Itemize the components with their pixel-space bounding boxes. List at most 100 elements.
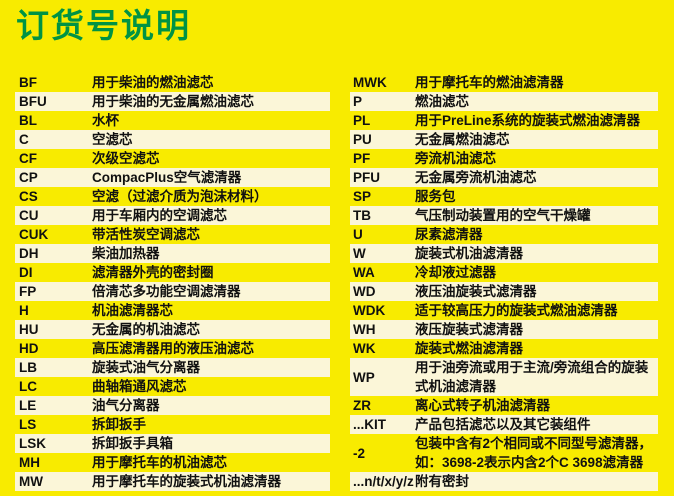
table-row: W 旋装式机油滤清器: [350, 244, 658, 263]
row-description: 液压旋装式滤清器: [415, 322, 523, 337]
row-description: 用于摩托车的机油滤芯: [92, 455, 227, 470]
table-row: BL 水杯: [15, 111, 330, 130]
table-row: HU 无金属的机油滤芯: [15, 320, 330, 339]
table-row: HD 高压滤清器用的液压油滤芯: [15, 339, 330, 358]
table-row: CU 用于车厢内的空调滤芯: [15, 206, 330, 225]
table-row: ...n/t/x/y/z 附有密封: [350, 472, 658, 491]
row-code: H: [19, 303, 29, 318]
table-row: SP 服务包: [350, 187, 658, 206]
row-description: 旁流机油滤芯: [415, 151, 496, 166]
row-description: 适于较高压力的旋装式燃油滤清器: [415, 303, 618, 318]
table-row: BFU 用于柴油的无金属燃油滤芯: [15, 92, 330, 111]
row-code: LB: [19, 360, 37, 375]
row-code: TB: [353, 208, 371, 223]
row-code: HD: [19, 341, 39, 356]
table-row: LE 油气分离器: [15, 396, 330, 415]
row-description: 机油滤清器芯: [92, 303, 173, 318]
row-code: WD: [353, 284, 376, 299]
row-code: LC: [19, 379, 37, 394]
row-description: 用于PreLine系统的旋装式燃油滤清器: [415, 113, 641, 128]
row-description: 无金属旁流机油滤芯: [415, 170, 537, 185]
row-code: SP: [353, 189, 372, 204]
table-row: -2 包装中含有2个相同或不同型号滤清器，如：3698-2表示内含2个C 3698…: [350, 434, 658, 472]
row-code: -2: [353, 445, 366, 461]
row-description: 用于柴油的无金属燃油滤芯: [92, 94, 254, 109]
row-description: 冷却液过滤器: [415, 265, 496, 280]
row-description: 曲轴箱通风滤芯: [92, 379, 187, 394]
table-row: LS 拆卸扳手: [15, 415, 330, 434]
table-row: WD 液压油旋装式滤清器: [350, 282, 658, 301]
table-row: ZR 离心式转子机油滤清器: [350, 396, 658, 415]
row-description: 旋装式燃油滤清器: [415, 341, 523, 356]
row-description: 包装中含有2个相同或不同型号滤清器，如：3698-2表示内含2个C 3698滤清…: [415, 436, 653, 470]
table-row: DI 滤清器外壳的密封圈: [15, 263, 330, 282]
table-row: LB 旋装式油气分离器: [15, 358, 330, 377]
row-code: LSK: [19, 436, 46, 451]
legend-column-left: BF 用于柴油的燃油滤芯 BFU 用于柴油的无金属燃油滤芯 BL 水杯 C 空滤芯 CF 次级空滤…: [15, 73, 330, 491]
table-row: LSK 拆卸扳手具箱: [15, 434, 330, 453]
row-description: 高压滤清器用的液压油滤芯: [92, 341, 254, 356]
row-code: HU: [19, 322, 39, 337]
row-description: 用于摩托车的燃油滤清器: [415, 75, 564, 90]
row-description: 柴油加热器: [92, 246, 160, 261]
row-code: FP: [19, 284, 37, 299]
row-code: DH: [19, 246, 39, 261]
row-description: 用于摩托车的旋装式机油滤清器: [92, 474, 281, 489]
table-row: TB 气压制动装置用的空气干燥罐: [350, 206, 658, 225]
row-description: 产品包括滤芯以及其它装组件: [415, 417, 591, 432]
row-description: 燃油滤芯: [415, 94, 469, 109]
table-row: WK 旋装式燃油滤清器: [350, 339, 658, 358]
table-row: U 尿素滤清器: [350, 225, 658, 244]
row-code: WDK: [353, 303, 386, 318]
table-row: PU 无金属燃油滤芯: [350, 130, 658, 149]
row-description: 无金属燃油滤芯: [415, 132, 510, 147]
row-code: PF: [353, 151, 371, 166]
table-row: LC 曲轴箱通风滤芯: [15, 377, 330, 396]
table-row: WH 液压旋装式滤清器: [350, 320, 658, 339]
row-description: 次级空滤芯: [92, 151, 160, 166]
table-row: CF 次级空滤芯: [15, 149, 330, 168]
row-description: 带活性炭空调滤芯: [92, 227, 200, 242]
row-code: W: [353, 246, 366, 261]
row-code: LS: [19, 417, 37, 432]
row-description: 无金属的机油滤芯: [92, 322, 200, 337]
legend-column-right: MWK 用于摩托车的燃油滤清器 P 燃油滤芯 PL 用于PreLine系统的旋装式燃油滤清…: [350, 73, 658, 491]
row-code: DI: [19, 265, 33, 280]
row-code: C: [19, 132, 29, 147]
row-code: BL: [19, 113, 37, 128]
table-row: FP 倍清芯多功能空调滤清器: [15, 282, 330, 301]
row-description: 旋装式机油滤清器: [415, 246, 523, 261]
row-description: 水杯: [92, 113, 119, 128]
row-description: 拆卸扳手具箱: [92, 436, 173, 451]
row-code: ...KIT: [353, 417, 386, 432]
table-row: CS 空滤（过滤介质为泡沫材料）: [15, 187, 330, 206]
row-code: PL: [353, 113, 371, 128]
table-row: ...KIT 产品包括滤芯以及其它装组件: [350, 415, 658, 434]
row-description: 拆卸扳手: [92, 417, 146, 432]
row-description: 滤清器外壳的密封圈: [92, 265, 214, 280]
row-code: LE: [19, 398, 37, 413]
row-code: MH: [19, 455, 40, 470]
row-description: 倍清芯多功能空调滤清器: [92, 284, 241, 299]
row-code: WP: [353, 369, 375, 385]
row-description: 油气分离器: [92, 398, 160, 413]
row-description: 尿素滤清器: [415, 227, 483, 242]
row-code: BF: [19, 75, 37, 90]
table-row: MW 用于摩托车的旋装式机油滤清器: [15, 472, 330, 491]
row-description: CompacPlus空气滤清器: [92, 170, 242, 185]
row-description: 附有密封: [415, 474, 469, 489]
row-code: PU: [353, 132, 372, 147]
table-row: PL 用于PreLine系统的旋装式燃油滤清器: [350, 111, 658, 130]
row-code: ZR: [353, 398, 371, 413]
row-code: CS: [19, 189, 38, 204]
row-code: MW: [19, 474, 43, 489]
row-description: 用于油旁流或用于主流/旁流组合的旋装式机油滤清器: [415, 360, 649, 394]
row-code: CF: [19, 151, 37, 166]
row-description: 液压油旋装式滤清器: [415, 284, 537, 299]
row-code: ...n/t/x/y/z: [353, 474, 414, 489]
table-row: PF 旁流机油滤芯: [350, 149, 658, 168]
row-code: BFU: [19, 94, 47, 109]
row-code: CUK: [19, 227, 49, 242]
table-row: CP CompacPlus空气滤清器: [15, 168, 330, 187]
